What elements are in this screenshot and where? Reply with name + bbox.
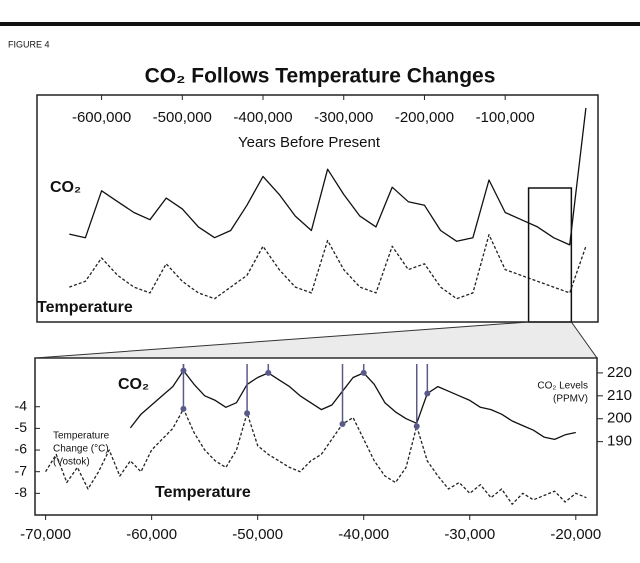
peak-dot [413,423,420,430]
y2-tick-label: 190 [607,433,632,450]
x-axis-label: Years Before Present [238,134,381,151]
peak-dot [180,405,187,412]
x-tick-label: -300,000 [314,109,373,126]
x-tick-label: -600,000 [72,109,131,126]
figure-label: FIGURE 4 [8,39,50,49]
peak-dot [244,410,251,417]
y2-tick-label: 210 [607,387,632,404]
x-tick-label: -20,000 [550,526,601,543]
y-axis-label: (Vostok) [53,457,90,468]
y-tick-label: -5 [15,419,28,435]
series-line [45,408,587,505]
x-tick-label: -40,000 [338,526,389,543]
y2-axis-label: CO₂ Levels [537,381,588,392]
x-tick-label: -30,000 [444,526,495,543]
zoom-connector [34,321,598,359]
x-tick-label: -50,000 [232,526,283,543]
peak-dot [360,369,367,376]
header-bar [0,22,640,26]
series-label: Temperature [37,299,133,316]
x-tick-label: -100,000 [476,109,535,126]
peak-dot [265,369,272,376]
y-axis-label: Change (°C) [53,444,109,455]
zoom-box [527,187,573,323]
series-label: CO₂ [50,179,81,196]
series-label: CO₂ [118,376,149,393]
y-tick-label: -4 [15,397,28,413]
series-line [69,234,587,300]
y-tick-label: -7 [15,462,28,478]
series-line [129,369,576,441]
x-tick-label: -200,000 [395,109,454,126]
y-axis-label: Temperature [53,431,110,442]
series-label: Temperature [155,484,251,501]
x-tick-label: -500,000 [153,109,212,126]
peak-dot [424,390,431,397]
peak-dot [339,421,346,428]
y-tick-label: -8 [15,484,28,500]
top-frame [36,94,599,323]
x-tick-label: -400,000 [233,109,292,126]
chart-title: CO₂ Follows Temperature Changes [145,65,496,88]
x-tick-label: -60,000 [126,526,177,543]
x-tick-label: -70,000 [20,526,71,543]
y2-tick-label: 220 [607,364,632,381]
series-line [69,107,587,246]
y2-tick-label: 200 [607,410,632,427]
y-tick-label: -6 [15,441,28,457]
y2-axis-label: (PPMV) [553,394,588,405]
